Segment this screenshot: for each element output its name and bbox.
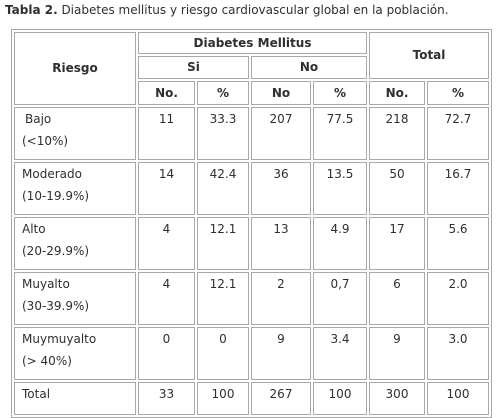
si-count-cell: 4 bbox=[138, 217, 195, 270]
table-row: Bajo (<10%) 11 33.3 207 77.5 218 72.7 bbox=[14, 107, 490, 160]
no-count-cell: 13 bbox=[251, 217, 311, 270]
header-row-2: Si No bbox=[14, 56, 489, 79]
total-percent-cell: 5.6 bbox=[427, 217, 490, 270]
si-percent-cell: 12.1 bbox=[197, 272, 249, 325]
risk-label-word: Muy bbox=[22, 332, 48, 346]
caption-text: Diabetes mellitus y riesgo cardiovascula… bbox=[57, 3, 449, 17]
risk-range: (20-29.9%) bbox=[22, 244, 90, 258]
no-count-cell: 36 bbox=[251, 162, 311, 215]
total-count-cell: 9 bbox=[369, 327, 425, 380]
total-count-cell: 6 bbox=[369, 272, 425, 325]
si-count-cell: 33 bbox=[138, 382, 195, 415]
no-percent-cell: 0,7 bbox=[313, 272, 367, 325]
risk-table: Riesgo Diabetes Mellitus Total Si No No.… bbox=[11, 29, 493, 418]
risk-label-word: muy bbox=[47, 332, 74, 346]
total-row: Total 33 100 267 100 300 100 bbox=[14, 382, 490, 415]
risk-label-cell: Alto (20-29.9%) bbox=[14, 217, 136, 270]
risk-label: Moderado bbox=[22, 167, 82, 181]
no-percent-cell: 4.9 bbox=[313, 217, 367, 270]
si-percent-cell: 33.3 bbox=[197, 107, 249, 160]
risk-range: (30-39.9%) bbox=[22, 299, 90, 313]
risk-label-cell: Bajo (<10%) bbox=[14, 107, 136, 160]
header-si-percent: % bbox=[197, 81, 249, 105]
risk-range: (10-19.9%) bbox=[22, 189, 90, 203]
header-total-count: No. bbox=[369, 81, 425, 105]
header-si-count: No. bbox=[138, 81, 195, 105]
risk-range: (> 40%) bbox=[22, 354, 72, 368]
total-percent-cell: 2.0 bbox=[427, 272, 490, 325]
no-percent-cell: 100 bbox=[313, 382, 367, 415]
header-si: Si bbox=[138, 56, 249, 79]
no-percent-cell: 77.5 bbox=[313, 107, 367, 160]
risk-label-word: alto bbox=[73, 332, 97, 346]
si-percent-cell: 12.1 bbox=[197, 217, 249, 270]
risk-label-word: alto bbox=[47, 277, 70, 291]
header-diabetes-mellitus: Diabetes Mellitus bbox=[138, 32, 367, 54]
total-label-cell: Total bbox=[14, 382, 136, 415]
header-no-count: No bbox=[251, 81, 311, 105]
risk-label: Alto bbox=[22, 222, 46, 236]
si-count-cell: 0 bbox=[138, 327, 195, 380]
risk-label-word: Muy bbox=[22, 277, 48, 291]
no-percent-cell: 3.4 bbox=[313, 327, 367, 380]
caption-label: Tabla 2. bbox=[5, 3, 58, 17]
si-count-cell: 11 bbox=[138, 107, 195, 160]
total-count-cell: 218 bbox=[369, 107, 425, 160]
table-row: Alto (20-29.9%) 4 12.1 13 4.9 17 5.6 bbox=[14, 217, 490, 270]
header-row-1: Riesgo Diabetes Mellitus Total bbox=[14, 32, 490, 105]
total-count-cell: 50 bbox=[369, 162, 425, 215]
risk-label-cell: Muymuyalto (> 40%) bbox=[14, 327, 136, 380]
table-row: Muymuyalto (> 40%) 0 0 9 3.4 9 3.0 bbox=[14, 327, 490, 380]
no-count-cell: 9 bbox=[251, 327, 311, 380]
header-no-percent: % bbox=[313, 81, 367, 105]
risk-label-cell: Muyalto (30-39.9%) bbox=[14, 272, 136, 325]
risk-label: Muymuyalto bbox=[22, 332, 135, 347]
total-count-cell: 17 bbox=[369, 217, 425, 270]
risk-label: Bajo bbox=[25, 112, 52, 126]
risk-label: Muyalto bbox=[22, 277, 135, 292]
si-count-cell: 4 bbox=[138, 272, 195, 325]
table-caption: Tabla 2. Diabetes mellitus y riesgo card… bbox=[5, 3, 449, 17]
total-percent-cell: 100 bbox=[427, 382, 490, 415]
risk-range: (<10%) bbox=[22, 134, 69, 148]
total-count-cell: 300 bbox=[369, 382, 425, 415]
header-row-3: No. % No % No. % bbox=[14, 81, 490, 105]
table-row: Moderado (10-19.9%) 14 42.4 36 13.5 50 16… bbox=[14, 162, 490, 215]
total-percent-cell: 72.7 bbox=[427, 107, 490, 160]
si-percent-cell: 0 bbox=[197, 327, 249, 380]
si-percent-cell: 100 bbox=[197, 382, 249, 415]
si-percent-cell: 42.4 bbox=[197, 162, 249, 215]
header-no: No bbox=[251, 56, 367, 79]
risk-label-cell: Moderado (10-19.9%) bbox=[14, 162, 136, 215]
header-total-percent: % bbox=[427, 81, 490, 105]
no-count-cell: 2 bbox=[251, 272, 311, 325]
no-count-cell: 207 bbox=[251, 107, 311, 160]
si-count-cell: 14 bbox=[138, 162, 195, 215]
header-total: Total bbox=[369, 32, 490, 79]
header-risk: Riesgo bbox=[14, 32, 136, 105]
no-percent-cell: 13.5 bbox=[313, 162, 367, 215]
total-percent-cell: 3.0 bbox=[427, 327, 490, 380]
no-count-cell: 267 bbox=[251, 382, 311, 415]
total-percent-cell: 16.7 bbox=[427, 162, 490, 215]
table-row: Muyalto (30-39.9%) 4 12.1 2 0,7 6 2.0 bbox=[14, 272, 490, 325]
